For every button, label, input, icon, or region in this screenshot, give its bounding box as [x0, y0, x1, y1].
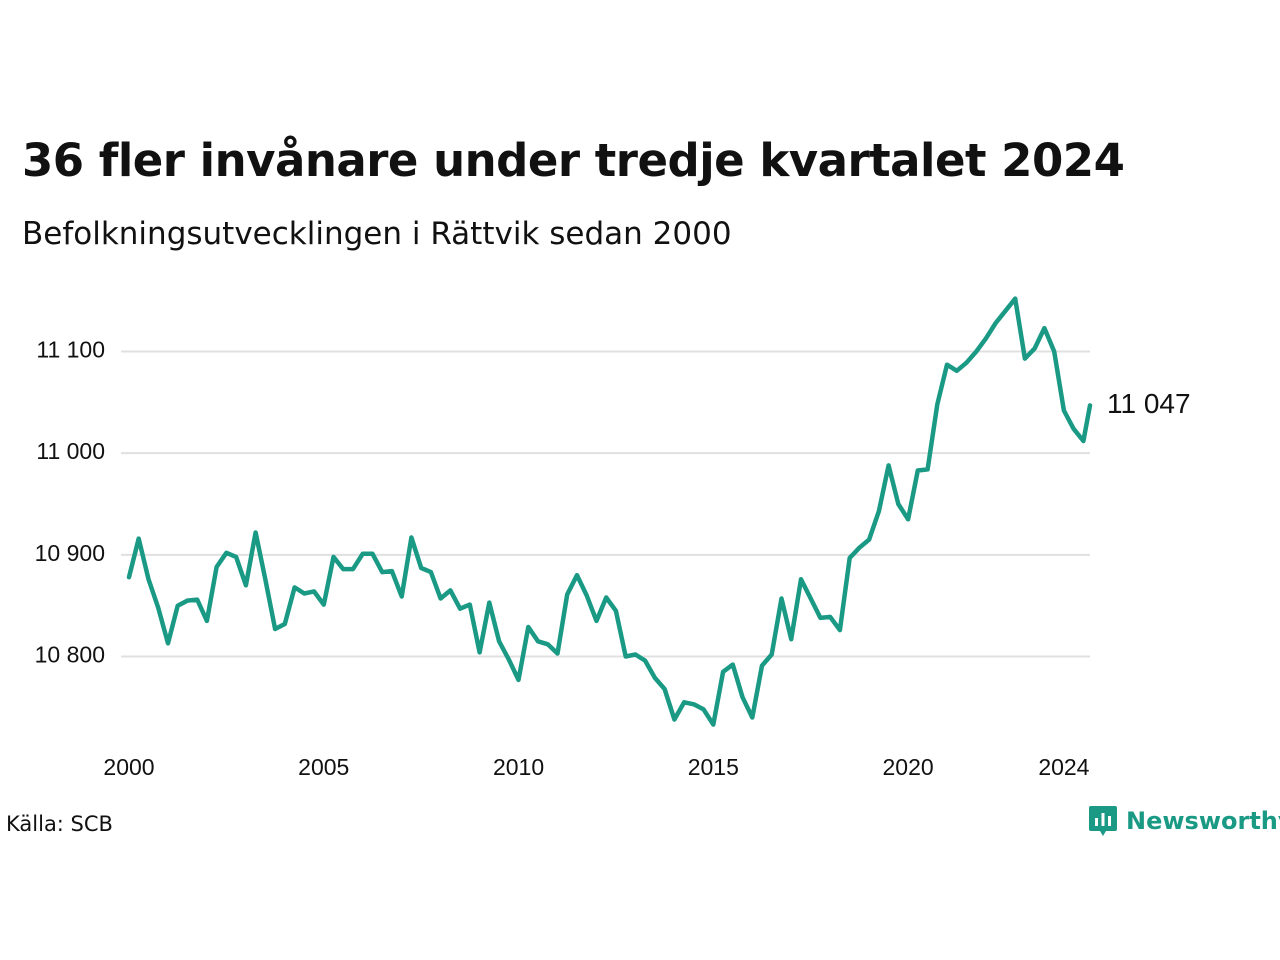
x-tick-label: 2015 — [688, 754, 739, 780]
x-axis: 2000 2005 2010 2015 2020 2024 — [103, 754, 1089, 780]
y-tick-label: 10 800 — [35, 642, 105, 668]
gridlines — [121, 350, 1090, 658]
y-tick-label: 11 100 — [36, 337, 105, 363]
x-tick-label: 2024 — [1038, 754, 1089, 780]
series-line — [126, 296, 1093, 727]
chart-subtitle: Befolkningsutvecklingen i Rättvik sedan … — [22, 216, 732, 252]
chart-title: 36 fler invånare under tredje kvartalet … — [22, 134, 1125, 187]
x-tick-label: 2010 — [493, 754, 544, 780]
y-tick-label: 10 900 — [35, 540, 105, 566]
y-axis: 10 800 10 900 11 000 11 100 — [35, 337, 105, 668]
x-tick-label: 2000 — [103, 754, 154, 780]
y-tick-label: 11 000 — [36, 438, 105, 464]
newsworthy-logo[interactable]: Newsworthy — [1088, 804, 1280, 838]
source-note: Källa: SCB — [6, 812, 113, 836]
bar-chart-logo-icon — [1089, 806, 1117, 836]
end-value-label: 11 047 — [1107, 388, 1191, 419]
series-group — [126, 296, 1093, 727]
brand-name: Newsworthy — [1126, 807, 1280, 835]
x-tick-label: 2020 — [882, 754, 933, 780]
x-tick-label: 2005 — [298, 754, 349, 780]
